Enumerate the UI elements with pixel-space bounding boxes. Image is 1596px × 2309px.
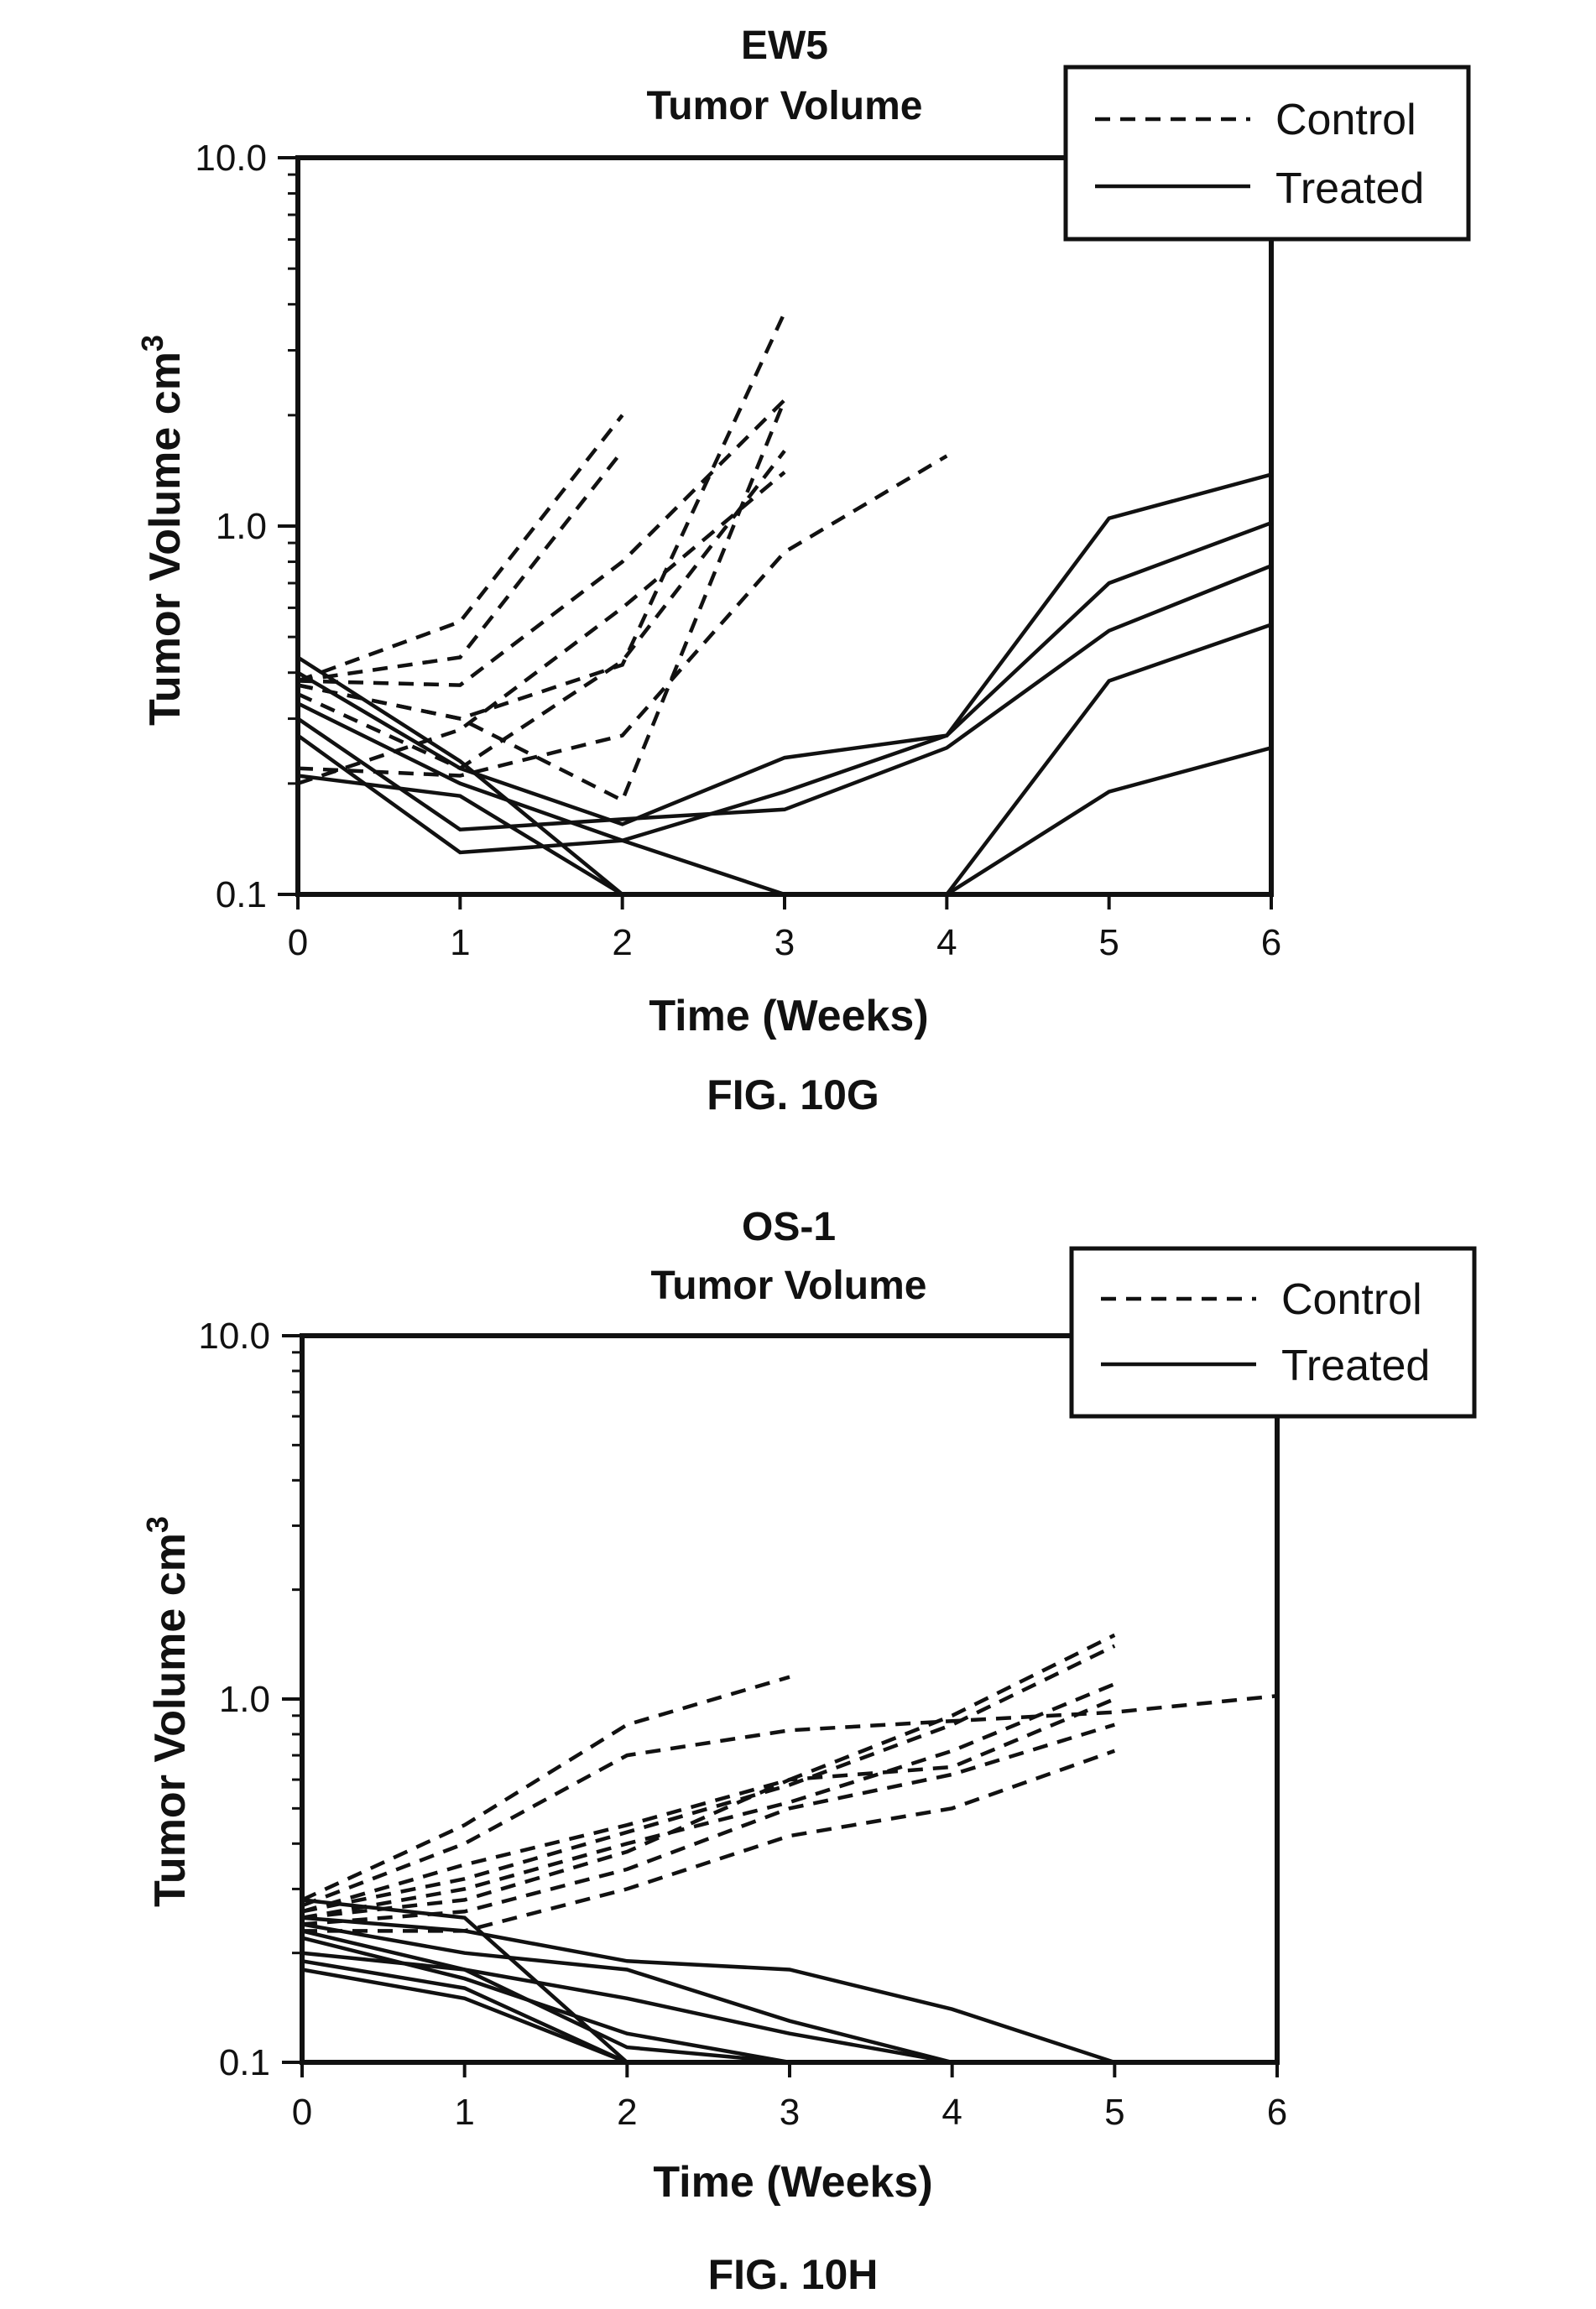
chart-title-line2: Tumor Volume [647,84,923,128]
chart-title-line2: Tumor Volume [651,1264,927,1308]
legend: Control Treated [1066,67,1468,239]
figure-label: FIG. 10G [707,1071,879,1118]
y-tick-label: 1.0 [216,506,267,547]
treated-series-line [302,1938,1114,2062]
y-axis-label-superscript: 3 [140,1516,175,1533]
legend-treated-label: Treated [1275,164,1424,213]
series-layer [298,313,1271,895]
x-tick-label: 0 [292,2092,312,2133]
y-major-ticks: 0.1 1.0 10.0 [195,138,298,915]
x-ticks: 0 1 2 3 4 5 6 [292,2062,1287,2133]
y-tick-label: 1.0 [219,1679,270,1720]
figure-label: FIG. 10H [708,2251,879,2298]
x-tick-label: 0 [288,922,308,963]
y-axis-label-text: Tumor Volume cm [141,352,190,726]
x-ticks: 0 1 2 3 4 5 6 [288,894,1281,963]
y-axis-label-superscript: 3 [135,335,170,352]
control-series-line [298,415,623,681]
y-major-ticks: 0.1 1.0 10.0 [198,1316,302,2083]
legend: Control Treated [1072,1248,1474,1416]
control-series-line [298,456,947,775]
control-series-line [302,1677,790,1900]
chart-title-line1: OS-1 [742,1205,836,1249]
y-tick-label: 10.0 [195,138,267,179]
chart-ew5: EW5 Tumor Volume 0.1 1.0 10.0 0 1 2 3 4 5 6 Cont… [135,23,1468,1118]
x-tick-label: 6 [1267,2092,1287,2133]
control-series-line [302,1699,1114,1918]
control-series-line [298,451,785,768]
control-series-line [302,1646,1114,1912]
legend-control-label: Control [1275,96,1416,144]
chart-title-line1: EW5 [741,23,828,68]
y-tick-label: 10.0 [198,1316,270,1357]
x-tick-label: 4 [941,2092,962,2133]
x-tick-label: 2 [617,2092,637,2133]
y-axis-label: Tumor Volume cm3 [135,335,190,726]
y-tick-label: 0.1 [219,2042,270,2083]
control-series-line [302,1635,1114,1912]
series-layer [302,1635,1277,2062]
x-tick-label: 6 [1261,922,1281,963]
legend-control-label: Control [1281,1275,1422,1324]
y-tick-label: 0.1 [216,874,267,915]
x-tick-label: 5 [1098,922,1119,963]
x-tick-label: 5 [1104,2092,1124,2133]
control-series-line [302,1751,1114,1931]
y-axis-label-text: Tumor Volume cm [146,1533,195,1907]
x-tick-label: 4 [936,922,957,963]
y-axis-label: Tumor Volume cm3 [140,1516,195,1907]
control-series-line [302,1684,1114,1918]
control-series-line [298,400,785,685]
chart-os1: OS-1 Tumor Volume 0.1 1.0 10.0 0 1 2 3 4 5 6 Con… [140,1205,1474,2298]
x-tick-label: 2 [612,922,632,963]
x-axis-label: Time (Weeks) [649,992,928,1040]
treated-series-line [302,1924,1114,2062]
control-series-line [302,1696,1277,1905]
legend-treated-label: Treated [1281,1342,1430,1390]
plot-frame [302,1336,1277,2062]
legend-box [1066,67,1468,239]
treated-series-line [298,748,1271,894]
x-tick-label: 1 [450,922,470,963]
legend-box [1072,1248,1474,1416]
plot-frame [298,158,1271,894]
x-axis-label: Time (Weeks) [653,2158,932,2207]
x-tick-label: 3 [780,2092,800,2133]
x-tick-label: 1 [454,2092,474,2133]
treated-series-line [298,475,1271,825]
x-tick-label: 3 [775,922,795,963]
